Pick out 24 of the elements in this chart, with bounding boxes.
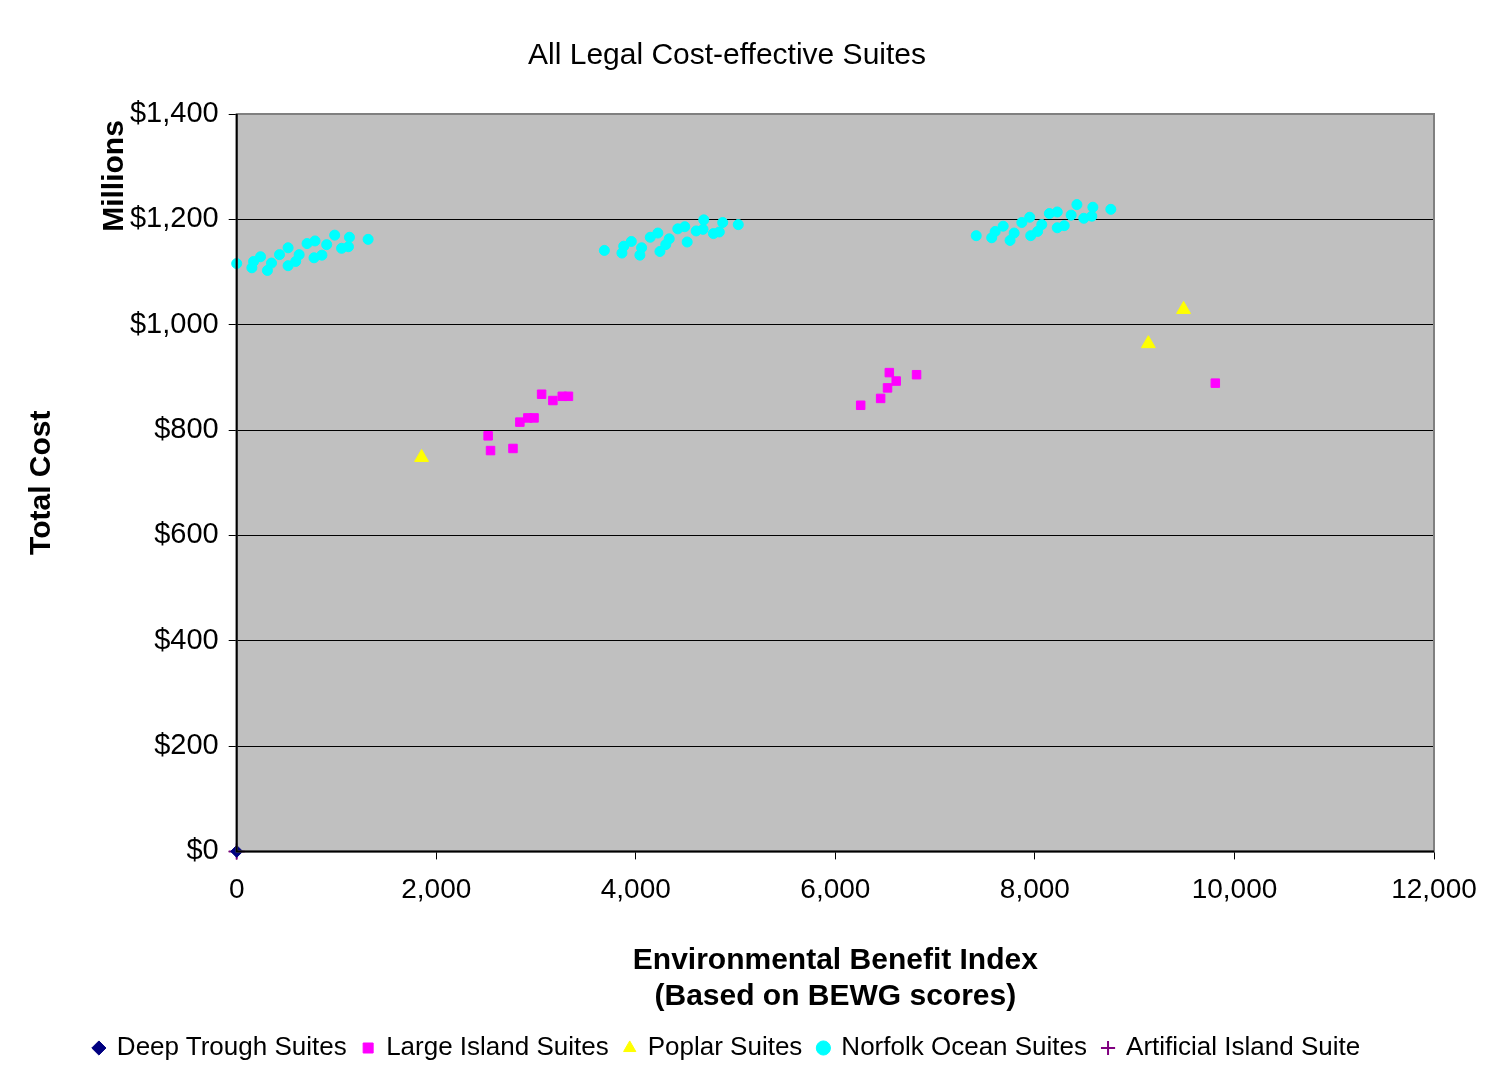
legend-label: Large Island Suites [386,1031,609,1062]
legend-label: Deep Trough Suites [116,1031,347,1062]
y-tick-label: $400 [154,622,219,655]
x-tick-label: 8,000 [999,872,1070,904]
x-tick-label: 10,000 [1191,872,1278,904]
text: Millions [96,120,130,232]
x-tick-label: 2,000 [401,872,472,904]
y-tick-label: $800 [154,412,219,445]
x-tick-label: 4,000 [600,872,671,904]
legend-label: Artificial Island Suite [1126,1031,1361,1062]
legend-label: Poplar Suites [647,1031,803,1062]
y-tick-label: $1,200 [130,201,219,234]
y-tick-label: $0 [186,833,219,866]
y-tick-label: $1,000 [130,306,219,339]
y-tick-label: $1,400 [130,96,219,128]
y-tick-label: $200 [154,728,219,761]
y-axis-title: Total Cost [23,410,57,555]
y-tick-label: $600 [154,517,219,550]
x-tick-label: 0 [228,872,245,904]
chart-title: All Legal Cost-effective Suites [528,37,926,71]
x-tick-label: 6,000 [800,872,871,904]
legend-label: Norfolk Ocean Suites [841,1031,1088,1062]
x-axis-title: Environmental Benefit Index (Based on BEWG scores) [632,942,1039,1012]
x-tick-label: 12,000 [1391,872,1477,904]
